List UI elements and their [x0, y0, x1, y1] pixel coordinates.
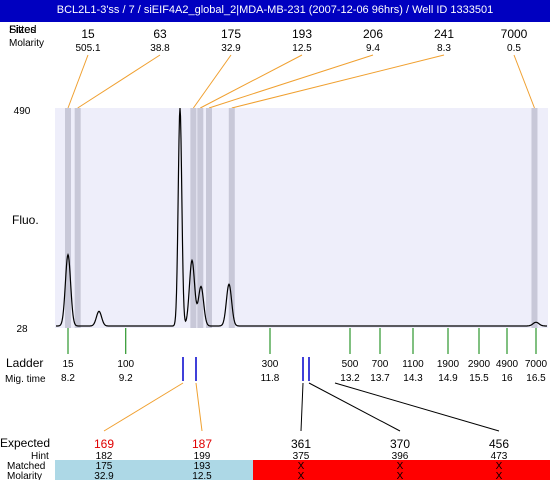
fitted-molarity-label: 38.8 — [150, 43, 170, 54]
ladder-size-label: 700 — [372, 359, 389, 370]
header-label-fitted: Fitted — [9, 24, 37, 36]
header-label-sizes: Sizes — [9, 24, 36, 36]
ladder-size-label: 7000 — [525, 359, 548, 370]
ladder-group: Ladder Mig. time 15 8.2 100 9.2 300 11.8 500 13.2… — [5, 328, 548, 385]
fitted-size-label: 193 — [292, 27, 312, 41]
expected-leader-line — [300, 382, 304, 432]
expected-value-label: 370 — [390, 437, 410, 451]
fitted-leader-line — [200, 54, 303, 109]
peak-band — [206, 108, 212, 328]
y-axis-label: Fluo. — [12, 213, 39, 227]
hint-value-label: 199 — [194, 451, 211, 462]
peak-band — [531, 108, 538, 328]
ladder-mig-time-label: 14.9 — [438, 373, 458, 384]
ladder-label: Ladder — [6, 356, 43, 370]
matched-value-label: X — [496, 461, 503, 472]
fitted-leader-line — [208, 54, 374, 109]
matched-fail-bar — [253, 460, 550, 480]
hint-label: Hint — [31, 451, 49, 462]
hint-value-label: 473 — [491, 451, 508, 462]
molarity-value-label: X — [397, 471, 404, 480]
fitted-molarity-label: 8.3 — [437, 43, 451, 54]
hint-value-label: 375 — [293, 451, 310, 462]
fitted-size-label: 175 — [221, 27, 241, 41]
fitted-molarity-label: 32.9 — [221, 43, 241, 54]
molarity-value-label: X — [298, 471, 305, 480]
fitted-size-label: 206 — [363, 27, 383, 41]
fitted-leader-line — [231, 54, 445, 109]
ladder-size-label: 2900 — [468, 359, 491, 370]
fluorescence-trace — [56, 107, 547, 327]
fitted-molarity-label: 0.5 — [507, 43, 521, 54]
matched-value-label: X — [397, 461, 404, 472]
ladder-size-label: 4900 — [496, 359, 519, 370]
ytick-label-bottom: 28 — [16, 324, 28, 335]
hint-value-label: 396 — [392, 451, 409, 462]
fitted-size-label: 63 — [153, 27, 167, 41]
fitted-leader-line — [77, 54, 161, 109]
plot-area: 490 28 Fluo. — [12, 106, 548, 335]
ladder-size-label: 500 — [342, 359, 359, 370]
ladder-mig-time-label: 13.7 — [370, 373, 390, 384]
fitted-molarity-label: 505.1 — [75, 43, 100, 54]
ytick-label-top: 490 — [14, 106, 31, 117]
ladder-size-label: 1900 — [437, 359, 460, 370]
ladder-mig-time-label: 14.3 — [403, 373, 423, 384]
fitted-leader-line — [513, 54, 535, 109]
ladder-mig-time-label: 16.5 — [526, 373, 546, 384]
hint-value-label: 182 — [96, 451, 113, 462]
ladder-mig-time-label: 16 — [501, 373, 513, 384]
expected-leader-line — [195, 382, 203, 432]
ladder-mig-time-label: 9.2 — [119, 373, 133, 384]
matched-label: Matched — [7, 461, 45, 472]
fitted-size-label: 15 — [81, 27, 95, 41]
molarity-row-label: Molarity — [7, 471, 42, 480]
plot-background — [55, 108, 548, 328]
fitted-size-label: 241 — [434, 27, 454, 41]
header-label-molarity: Molarity — [9, 38, 44, 49]
window-title: BCL2L1-3'ss / 7 / siEIF4A2_global_2|MDA-… — [56, 4, 494, 16]
expected-leader-line — [334, 382, 500, 432]
peak-band — [228, 108, 235, 328]
fitted-leader-line — [192, 54, 232, 109]
molarity-value-label: X — [496, 471, 503, 480]
ladder-mig-time-label: 11.8 — [261, 373, 280, 384]
peak-band — [74, 108, 81, 328]
ladder-mig-time-label: 8.2 — [61, 373, 75, 384]
expected-leader-line — [103, 382, 184, 432]
fitted-molarity-label: 9.4 — [366, 43, 380, 54]
ladder-size-label: 100 — [117, 359, 134, 370]
expected-leader-line — [308, 382, 401, 432]
molarity-value-label: 12.5 — [192, 471, 212, 480]
fitted-leader-line — [67, 54, 89, 109]
molarity-value-label: 32.9 — [94, 471, 114, 480]
expected-value-label: 361 — [291, 437, 311, 451]
peak-band — [65, 108, 71, 328]
expected-value-label: 169 — [94, 437, 114, 451]
ladder-size-label: 300 — [262, 359, 279, 370]
fitted-molarity-label: 12.5 — [292, 43, 312, 54]
matched-value-label: X — [298, 461, 305, 472]
fitted-size-label: 7000 — [501, 27, 528, 41]
ladder-mig-time-label: 13.2 — [340, 373, 360, 384]
matched-value-label: 175 — [96, 461, 113, 472]
peak-band — [190, 108, 197, 328]
expected-label: Expected — [0, 436, 50, 450]
ladder-size-label: 15 — [62, 359, 74, 370]
mig-time-label: Mig. time — [5, 374, 46, 385]
matched-ok-bar — [55, 460, 253, 480]
title-bar: BCL2L1-3'ss / 7 / siEIF4A2_global_2|MDA-… — [0, 0, 550, 22]
peak-band — [197, 108, 204, 328]
matched-value-label: 193 — [194, 461, 211, 472]
ladder-mig-time-label: 15.5 — [469, 373, 489, 384]
ladder-size-label: 1100 — [402, 359, 424, 370]
expected-value-label: 456 — [489, 437, 509, 451]
expected-value-label: 187 — [192, 437, 212, 451]
